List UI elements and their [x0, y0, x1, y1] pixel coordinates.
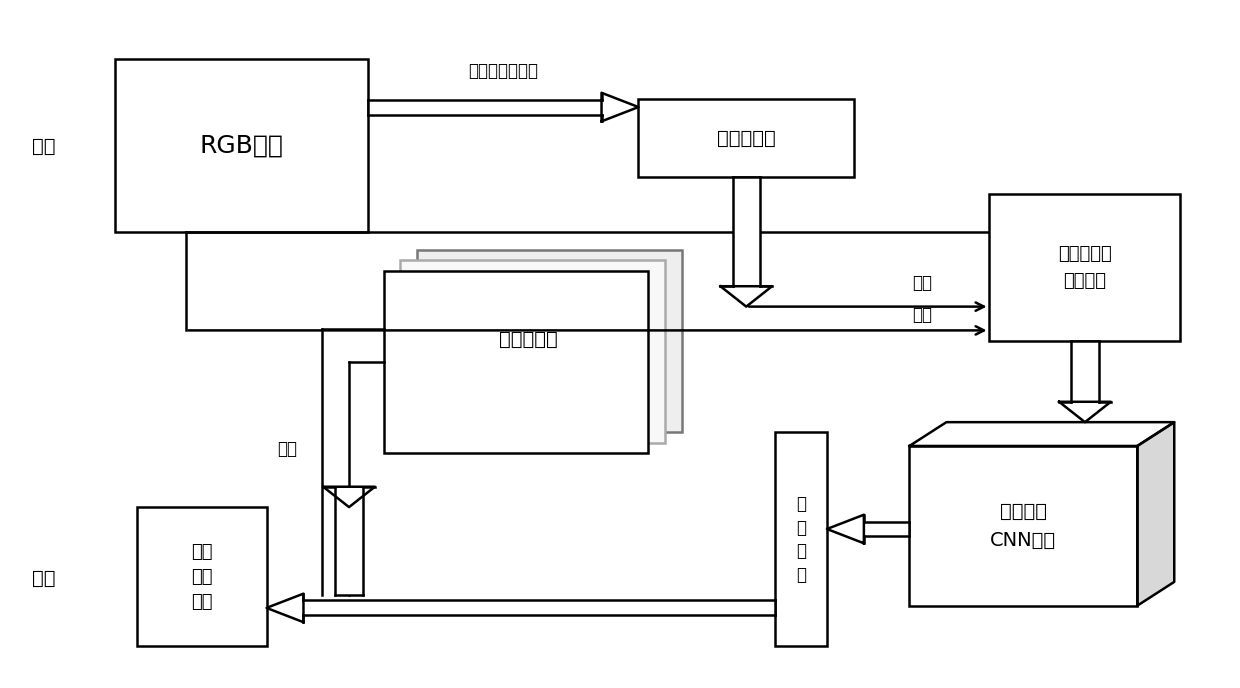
- Text: 特
征
向
量: 特 征 向 量: [796, 495, 806, 584]
- FancyBboxPatch shape: [775, 432, 827, 647]
- FancyBboxPatch shape: [336, 486, 362, 596]
- Text: 剪裁: 剪裁: [911, 274, 931, 292]
- Text: 最终
识别
结果: 最终 识别 结果: [191, 543, 212, 611]
- Text: 人脸关键点: 人脸关键点: [717, 129, 776, 148]
- Text: 特征数据库: 特征数据库: [498, 330, 558, 350]
- FancyBboxPatch shape: [367, 100, 601, 114]
- FancyBboxPatch shape: [990, 195, 1180, 341]
- Polygon shape: [1059, 402, 1111, 422]
- FancyBboxPatch shape: [417, 250, 682, 432]
- Text: 深度学习
CNN模型: 深度学习 CNN模型: [991, 502, 1056, 550]
- Text: 对齐: 对齐: [911, 305, 931, 323]
- FancyBboxPatch shape: [115, 58, 367, 232]
- Polygon shape: [909, 422, 1174, 446]
- FancyBboxPatch shape: [733, 178, 760, 286]
- Polygon shape: [324, 486, 374, 507]
- Text: 归一化后的
人脸图片: 归一化后的 人脸图片: [1058, 245, 1112, 290]
- FancyBboxPatch shape: [1071, 341, 1099, 402]
- Polygon shape: [827, 515, 864, 544]
- Text: 输入: 输入: [32, 138, 56, 156]
- FancyBboxPatch shape: [909, 446, 1137, 605]
- Text: 人脸检测与标定: 人脸检测与标定: [467, 62, 538, 80]
- Polygon shape: [267, 594, 304, 622]
- FancyBboxPatch shape: [864, 522, 909, 537]
- FancyBboxPatch shape: [138, 507, 267, 647]
- FancyBboxPatch shape: [304, 601, 775, 615]
- Text: 对比: 对比: [278, 440, 298, 458]
- Text: 输出: 输出: [32, 569, 56, 588]
- Polygon shape: [720, 286, 773, 307]
- Text: RGB图片: RGB图片: [200, 133, 283, 157]
- Polygon shape: [1137, 422, 1174, 605]
- Polygon shape: [601, 93, 639, 121]
- FancyBboxPatch shape: [401, 260, 665, 442]
- FancyBboxPatch shape: [639, 99, 854, 178]
- FancyBboxPatch shape: [383, 270, 649, 453]
